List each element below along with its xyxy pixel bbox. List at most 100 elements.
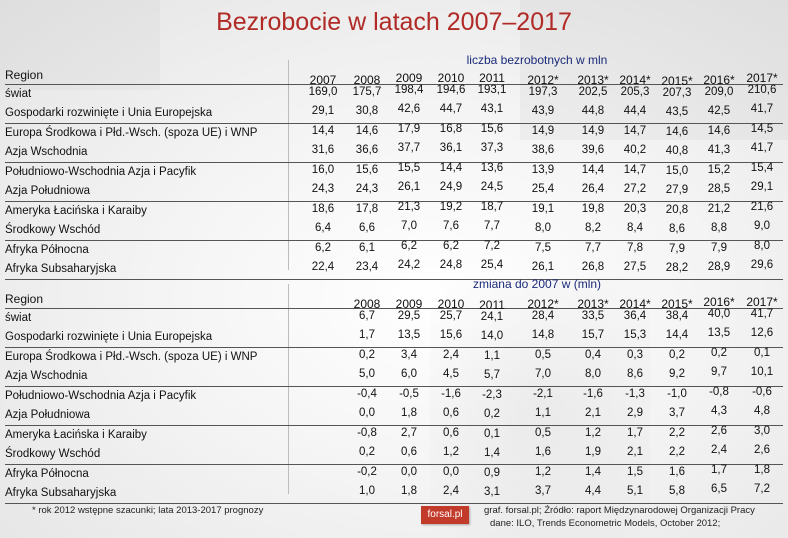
value-cell: 36,4 xyxy=(623,310,647,322)
region-label: świat xyxy=(5,88,32,100)
value-cell: 14,9 xyxy=(531,125,555,137)
value-cell: 14,9 xyxy=(581,125,605,137)
value-cell: 2,1 xyxy=(627,446,643,458)
value-cell: 7,9 xyxy=(711,242,727,254)
value-cell: 27,5 xyxy=(623,261,647,273)
value-cell: 198,4 xyxy=(394,84,424,96)
year-header: 2014* xyxy=(619,297,651,311)
table-row: Afryka Subsaharyjska 22,4 23,4 24,2 24,8 25,4… xyxy=(5,259,783,280)
value-cell: 194,6 xyxy=(436,84,466,96)
value-cell: 26,1 xyxy=(397,181,421,193)
region-label: Środkowy Wschód xyxy=(5,224,101,236)
value-cell: 207,3 xyxy=(662,87,692,99)
value-cell: -1,3 xyxy=(625,388,645,400)
table-row: Gospodarki rozwinięte i Unia Europejska 2… xyxy=(5,103,783,124)
year-header: 2015* xyxy=(661,74,693,88)
value-cell: 7,2 xyxy=(754,483,770,495)
value-cell: 4,4 xyxy=(585,485,601,497)
value-cell: -2,1 xyxy=(533,388,553,400)
value-cell: 14,4 xyxy=(665,329,689,341)
year-header: 2008 xyxy=(353,297,381,311)
year-header: 2013* xyxy=(577,297,609,311)
value-cell: 24,3 xyxy=(311,183,335,195)
value-cell: 2,6 xyxy=(711,425,727,437)
value-cell: 28,9 xyxy=(707,261,731,273)
value-cell: 7,0 xyxy=(535,368,551,380)
value-cell: 13,5 xyxy=(397,329,421,341)
value-cell: 15,6 xyxy=(355,164,379,176)
value-cell: -0,6 xyxy=(752,386,772,398)
value-cell: 0,6 xyxy=(401,446,417,458)
value-cell: -0,5 xyxy=(399,388,419,400)
year-header: 2010 xyxy=(437,71,465,85)
value-cell: 7,9 xyxy=(669,243,685,255)
table1-subtitle: liczba bezrobotnych w mln xyxy=(466,53,608,67)
value-cell: 41,7 xyxy=(750,142,774,154)
year-header: 2017* xyxy=(746,295,778,309)
year-header: 2016* xyxy=(703,295,735,309)
value-cell: 5,8 xyxy=(669,485,685,497)
value-cell: 17,8 xyxy=(355,203,379,215)
value-cell: 41,7 xyxy=(750,308,774,320)
value-cell: 38,4 xyxy=(665,310,689,322)
value-cell: 24,5 xyxy=(480,181,504,193)
value-cell: 193,1 xyxy=(477,84,507,96)
region-label: Ameryka Łacińska i Karaiby xyxy=(5,429,147,441)
value-cell: 24,9 xyxy=(439,181,463,193)
value-cell: 7,8 xyxy=(627,242,643,254)
value-cell: 15,4 xyxy=(750,162,774,174)
value-cell: 14,7 xyxy=(623,164,647,176)
value-cell: 20,3 xyxy=(623,203,647,215)
page-title: Bezrobocie w latach 2007–2017 xyxy=(216,8,572,36)
value-cell: 20,8 xyxy=(665,204,689,216)
value-cell: 21,6 xyxy=(750,201,774,213)
year-header: 2011 xyxy=(479,71,505,85)
value-cell: 1,5 xyxy=(627,466,643,478)
value-cell: 10,1 xyxy=(750,366,774,378)
value-cell: 14,4 xyxy=(581,164,605,176)
region-label: Ameryka Łacińska i Karaiby xyxy=(5,205,147,217)
value-cell: 0,2 xyxy=(359,349,375,361)
year-header: 2008 xyxy=(353,73,381,87)
value-cell: 209,0 xyxy=(704,86,734,98)
value-cell: 37,3 xyxy=(480,142,504,154)
table-row: Europa Środkowa i Płd.-Wsch. (spoza UE) … xyxy=(5,347,783,367)
year-header: 2013* xyxy=(577,73,609,87)
value-cell: 37,7 xyxy=(397,142,421,154)
value-cell: 6,5 xyxy=(711,483,727,495)
table-row: Południowo-Wschodnia Azja i Pacyfik 16,0 1… xyxy=(5,162,783,182)
table-row: Azja Wschodnia 5,0 6,0 4,5 5,7 7,0 8,0 8,6 9,2 9,… xyxy=(5,366,783,387)
value-cell: 1,7 xyxy=(359,329,375,341)
year-header: 2014* xyxy=(619,73,651,87)
footnote: * rok 2012 wstępne szacunki; lata 2013-2… xyxy=(32,505,264,516)
value-cell: 26,8 xyxy=(581,261,605,273)
value-cell: 1,4 xyxy=(585,466,601,478)
value-cell: 14,6 xyxy=(707,125,731,137)
value-cell: 6,2 xyxy=(443,240,459,252)
value-cell: 1,4 xyxy=(484,447,500,459)
table-header-row: Region 2008 2009 2010 2011 2012* 2013* 2014* 201… xyxy=(5,289,783,312)
value-cell: -1,6 xyxy=(441,388,461,400)
value-cell: 19,8 xyxy=(581,203,605,215)
value-cell: 3,0 xyxy=(754,425,770,437)
value-cell: 24,8 xyxy=(439,259,463,271)
region-label: Południowo-Wschodnia Azja i Pacyfik xyxy=(5,390,197,402)
value-cell: 6,0 xyxy=(401,368,417,380)
value-cell: 1,1 xyxy=(484,350,500,362)
value-cell: 8,2 xyxy=(585,222,601,234)
region-label: Afryka Północna xyxy=(5,244,89,256)
value-cell: 44,7 xyxy=(439,103,463,115)
value-cell: 39,6 xyxy=(581,144,605,156)
value-cell: 15,2 xyxy=(707,164,731,176)
value-cell: 202,5 xyxy=(578,86,608,98)
value-cell: 19,1 xyxy=(531,203,555,215)
table1-divider xyxy=(288,60,289,270)
value-cell: 5,0 xyxy=(359,368,375,380)
table-row: Afryka Subsaharyjska 1,0 1,8 2,4 3,1 3,7 4,4 5,… xyxy=(5,483,783,504)
table-row: Południowo-Wschodnia Azja i Pacyfik -0,4 -… xyxy=(5,386,783,406)
value-cell: 2,4 xyxy=(443,485,459,497)
region-label: Azja Południowa xyxy=(5,409,91,421)
value-cell: 13,5 xyxy=(707,327,731,339)
value-cell: 9,7 xyxy=(711,366,727,378)
value-cell: 1,9 xyxy=(585,446,601,458)
